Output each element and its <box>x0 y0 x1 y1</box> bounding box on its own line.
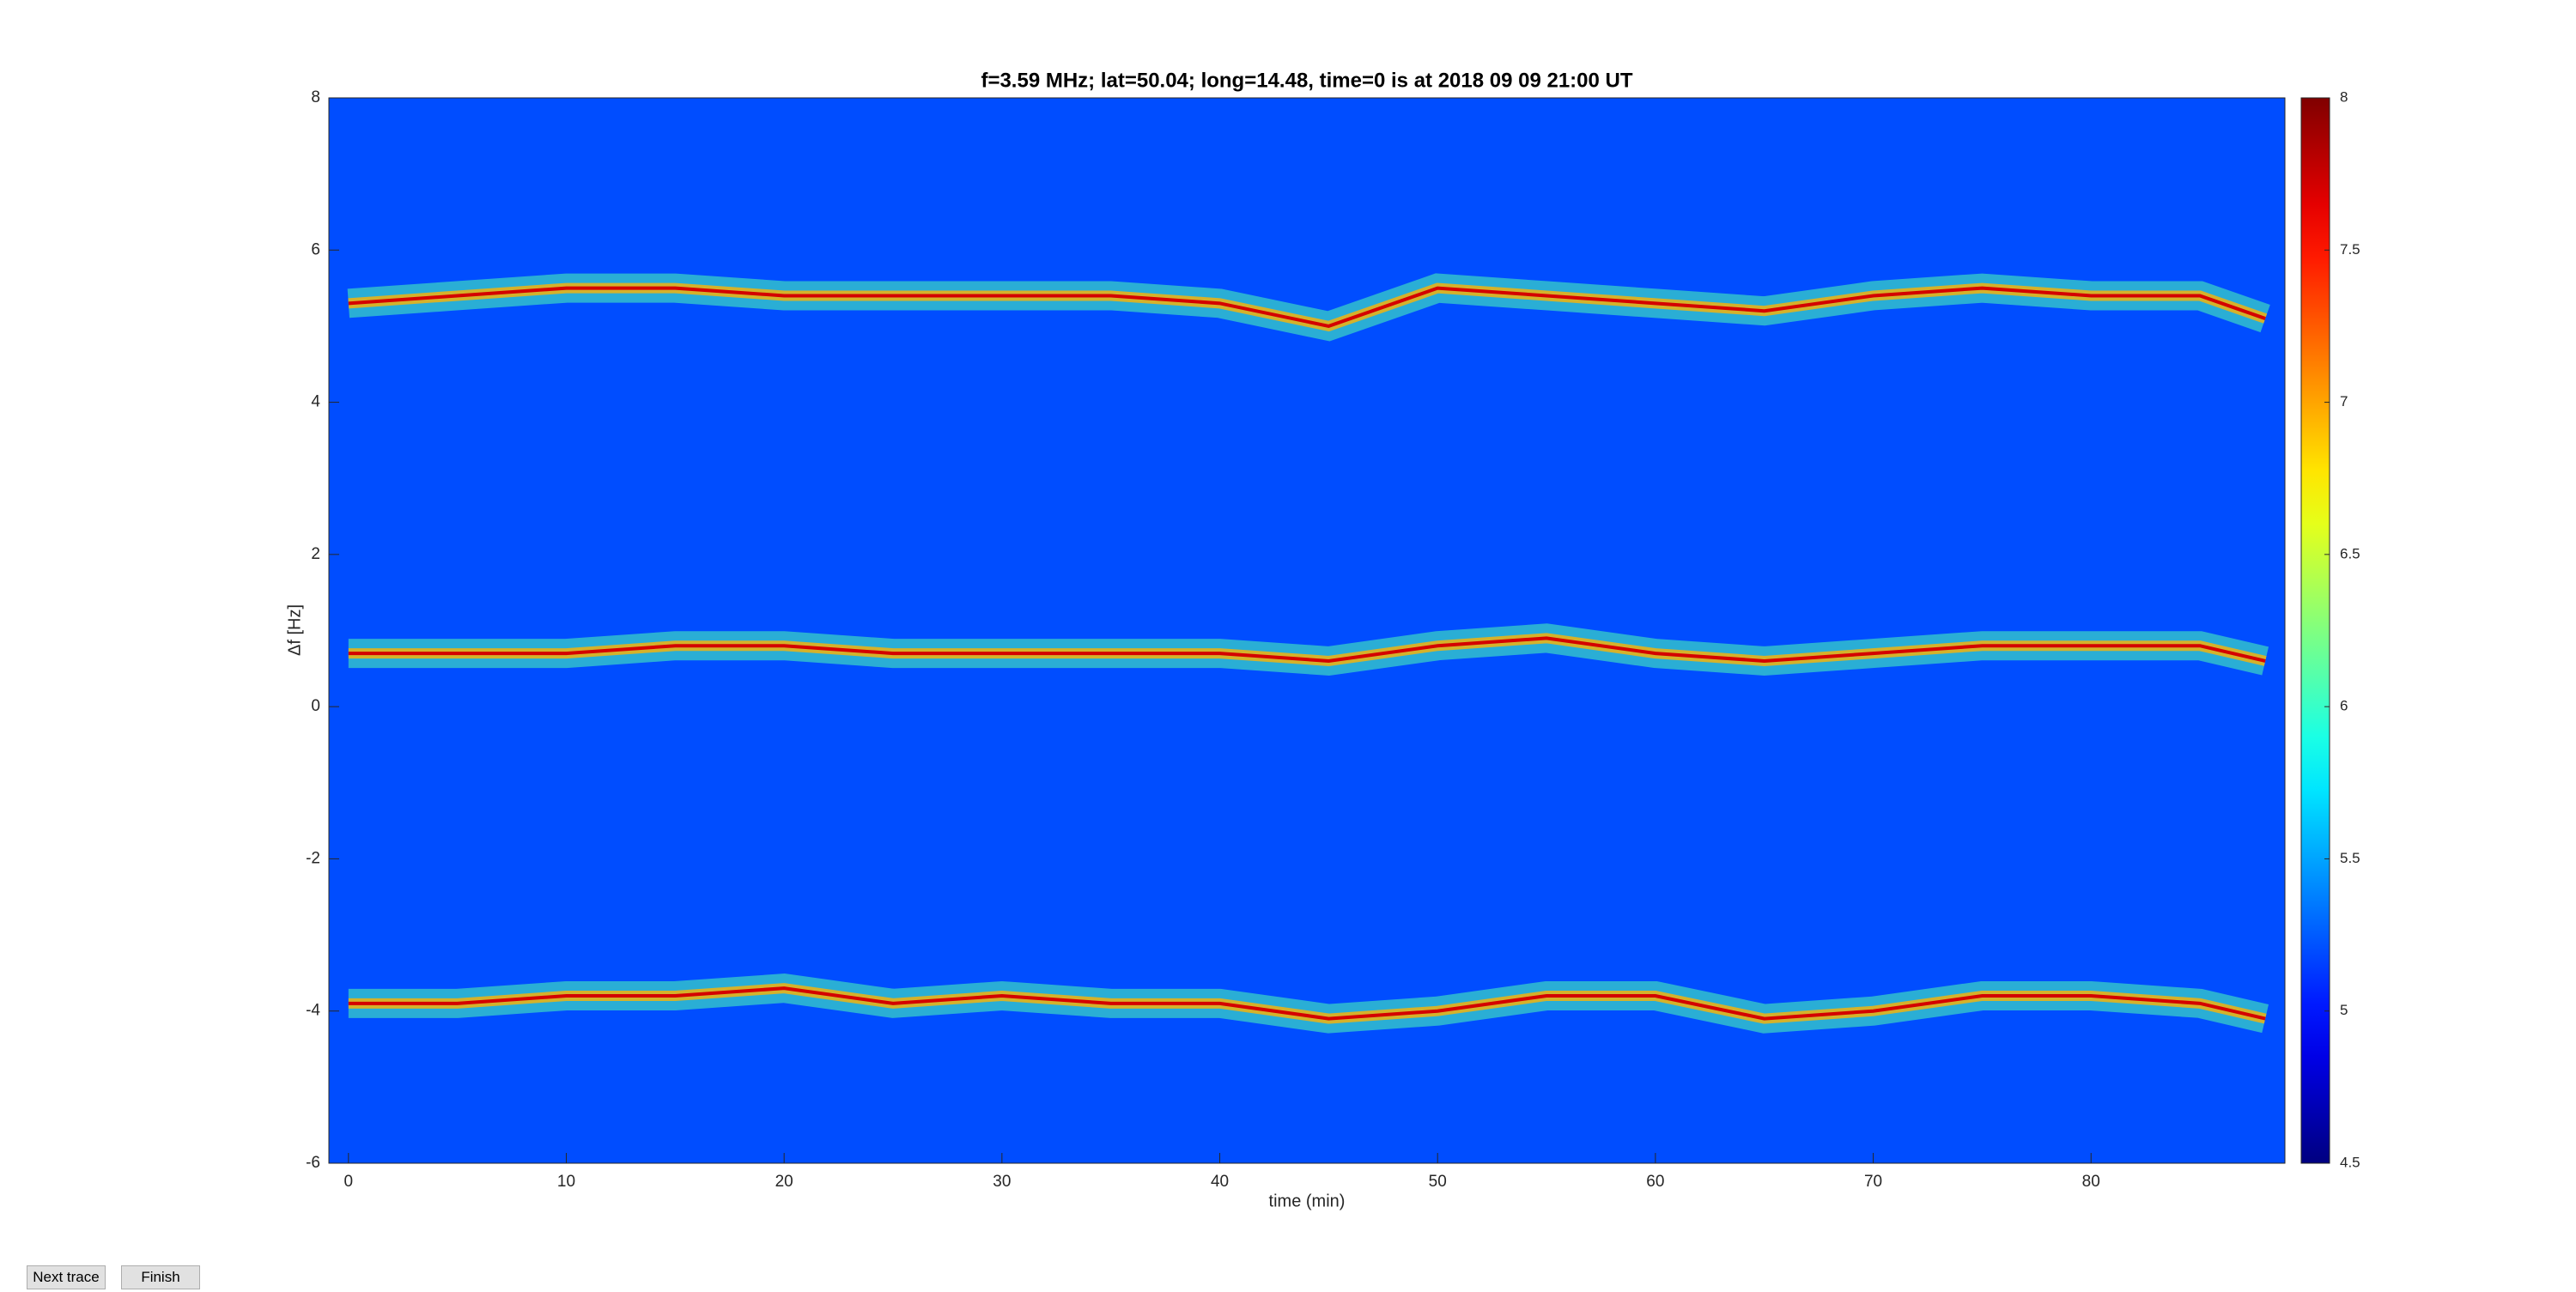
trace-line <box>348 286 2266 329</box>
x-tick-label: 40 <box>1211 1173 1229 1191</box>
x-tick-label: 30 <box>993 1173 1011 1191</box>
colorbar-tick-label: 6.5 <box>2340 545 2360 561</box>
colorbar-tick-label: 6 <box>2340 698 2348 714</box>
y-tick-label: 0 <box>311 697 320 715</box>
y-tick-label: 6 <box>311 240 320 258</box>
y-tick-label: 8 <box>311 88 320 106</box>
x-tick-label: 70 <box>1864 1173 1882 1191</box>
colorbar-tick-label: 7 <box>2340 393 2348 409</box>
colorbar-tick-label: 7.5 <box>2340 241 2360 258</box>
y-tick-label: 2 <box>311 545 320 563</box>
colorbar-tick-label: 5.5 <box>2340 850 2360 866</box>
x-axis-label: time (min) <box>1269 1192 1346 1210</box>
y-tick-label: -6 <box>306 1154 320 1172</box>
x-tick-label: 80 <box>2082 1173 2100 1191</box>
x-tick-label: 20 <box>775 1173 793 1191</box>
x-tick-label: 10 <box>557 1173 575 1191</box>
plot-frame <box>328 97 2286 1164</box>
chart-title: f=3.59 MHz; lat=50.04; long=14.48, time=… <box>981 69 1632 92</box>
y-axis-label: Δf [Hz] <box>285 604 304 656</box>
y-tick-label: -2 <box>306 849 320 867</box>
x-tick-label: 60 <box>1646 1173 1664 1191</box>
colorbar-tick-label: 4.5 <box>2340 1154 2360 1170</box>
colorbar-tick-label: 8 <box>2340 88 2348 105</box>
x-tick-label: 0 <box>344 1173 354 1191</box>
next-trace-button[interactable]: Next trace <box>27 1265 106 1289</box>
trace-line <box>348 986 2266 1021</box>
trace-line <box>348 636 2266 663</box>
y-tick-label: -4 <box>306 1002 320 1020</box>
colorbar <box>2300 97 2330 1164</box>
chart: f=3.59 MHz; lat=50.04; long=14.48, time=… <box>285 69 2360 1210</box>
colorbar-tick-label: 5 <box>2340 1002 2348 1018</box>
y-tick-label: 4 <box>311 393 320 411</box>
x-tick-label: 50 <box>1429 1173 1447 1191</box>
finish-button[interactable]: Finish <box>121 1265 200 1289</box>
